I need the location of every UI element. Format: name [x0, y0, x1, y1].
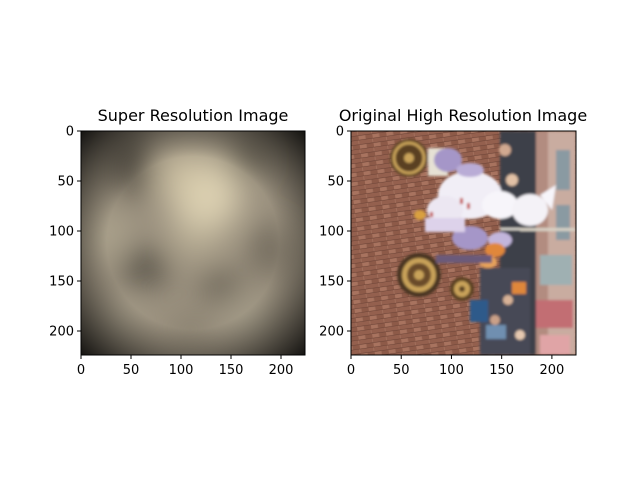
original-high-resolution-image — [351, 131, 576, 355]
y-tick-label: 100 — [319, 225, 344, 240]
y-tick-label: 200 — [319, 325, 344, 340]
y-tick-label: 200 — [49, 325, 74, 340]
y-tick-label: 0 — [66, 125, 74, 140]
original-high-resolution-panel: Original High Resolution Image — [319, 106, 587, 378]
x-tick-label: 0 — [347, 363, 355, 378]
y-tick-label: 150 — [49, 275, 74, 290]
y-tick-label: 50 — [327, 175, 344, 190]
axes-frame — [80, 130, 306, 356]
x-tick-label: 200 — [269, 363, 294, 378]
x-tick-label: 150 — [219, 363, 244, 378]
y-tick-label: 150 — [319, 275, 344, 290]
x-tick-label: 100 — [439, 363, 464, 378]
x-tick-label: 50 — [123, 363, 140, 378]
axes-frame — [350, 130, 577, 356]
y-tick-label: 100 — [49, 225, 74, 240]
panel-title: Super Resolution Image — [98, 106, 289, 125]
super-resolution-panel: Super Resolution Image 0 50 100 150 200 0 50 10… — [49, 106, 306, 379]
super-resolution-image — [81, 131, 305, 355]
axis-ticks: 0 50 100 150 200 0 50 100 150 200 — [319, 125, 564, 379]
y-tick-label: 0 — [336, 125, 344, 140]
y-tick-label: 50 — [57, 175, 74, 190]
axis-ticks: 0 50 100 150 200 0 50 100 150 200 — [49, 125, 293, 379]
x-tick-label: 200 — [539, 363, 564, 378]
x-tick-label: 100 — [169, 363, 194, 378]
panel-title: Original High Resolution Image — [339, 106, 587, 125]
x-tick-label: 50 — [393, 363, 410, 378]
x-tick-label: 150 — [489, 363, 514, 378]
x-tick-label: 0 — [77, 363, 85, 378]
